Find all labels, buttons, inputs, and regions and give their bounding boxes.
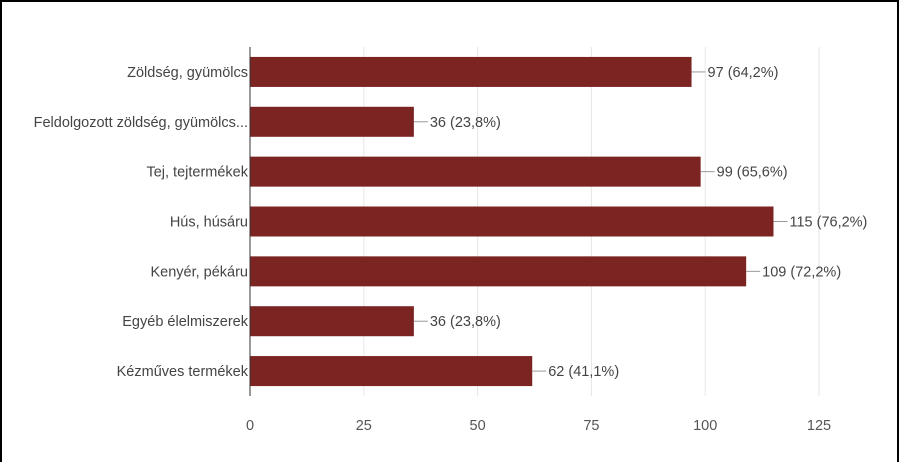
category-label: Kenyér, pékáru bbox=[150, 264, 248, 280]
bar bbox=[250, 356, 533, 387]
x-tick-label: 100 bbox=[693, 418, 717, 434]
x-tick-labels: 0 25 50 75 100 125 bbox=[246, 418, 831, 434]
bar bbox=[250, 156, 701, 187]
category-label: Hús, húsáru bbox=[170, 215, 248, 231]
x-tick-label: 0 bbox=[246, 418, 254, 434]
data-label: 99 (65,6%) bbox=[717, 165, 788, 181]
data-label: 62 (41,1%) bbox=[548, 364, 619, 380]
category-label: Egyéb élelmiszerek bbox=[122, 314, 248, 330]
data-label: 109 (72,2%) bbox=[762, 264, 841, 280]
data-label: 36 (23,8%) bbox=[430, 314, 501, 330]
category-label: Feldolgozott zöldség, gyümölcs... bbox=[34, 115, 248, 131]
category-label: Zöldség, gyümölcs bbox=[127, 65, 248, 81]
bar bbox=[250, 56, 692, 87]
x-tick-label: 25 bbox=[356, 418, 372, 434]
x-tick-label: 125 bbox=[807, 418, 831, 434]
data-label: 115 (76,2%) bbox=[789, 215, 867, 231]
bar bbox=[250, 106, 414, 137]
category-label: Tej, tejtermékek bbox=[146, 165, 248, 181]
data-label: 36 (23,8%) bbox=[430, 115, 501, 131]
data-label: 97 (64,2%) bbox=[708, 65, 779, 81]
x-tick-label: 75 bbox=[583, 418, 599, 434]
bars bbox=[250, 56, 774, 387]
bar bbox=[250, 256, 747, 287]
bar bbox=[250, 206, 774, 237]
category-label: Kézműves termékek bbox=[117, 364, 249, 380]
category-labels: Zöldség, gyümölcs Feldolgozott zöldség, g… bbox=[34, 65, 249, 380]
bar bbox=[250, 306, 414, 337]
data-labels: 97 (64,2%) 36 (23,8%) 99 (65,6%) 115 (76,2%… bbox=[413, 65, 867, 380]
x-tick-label: 50 bbox=[470, 418, 486, 434]
